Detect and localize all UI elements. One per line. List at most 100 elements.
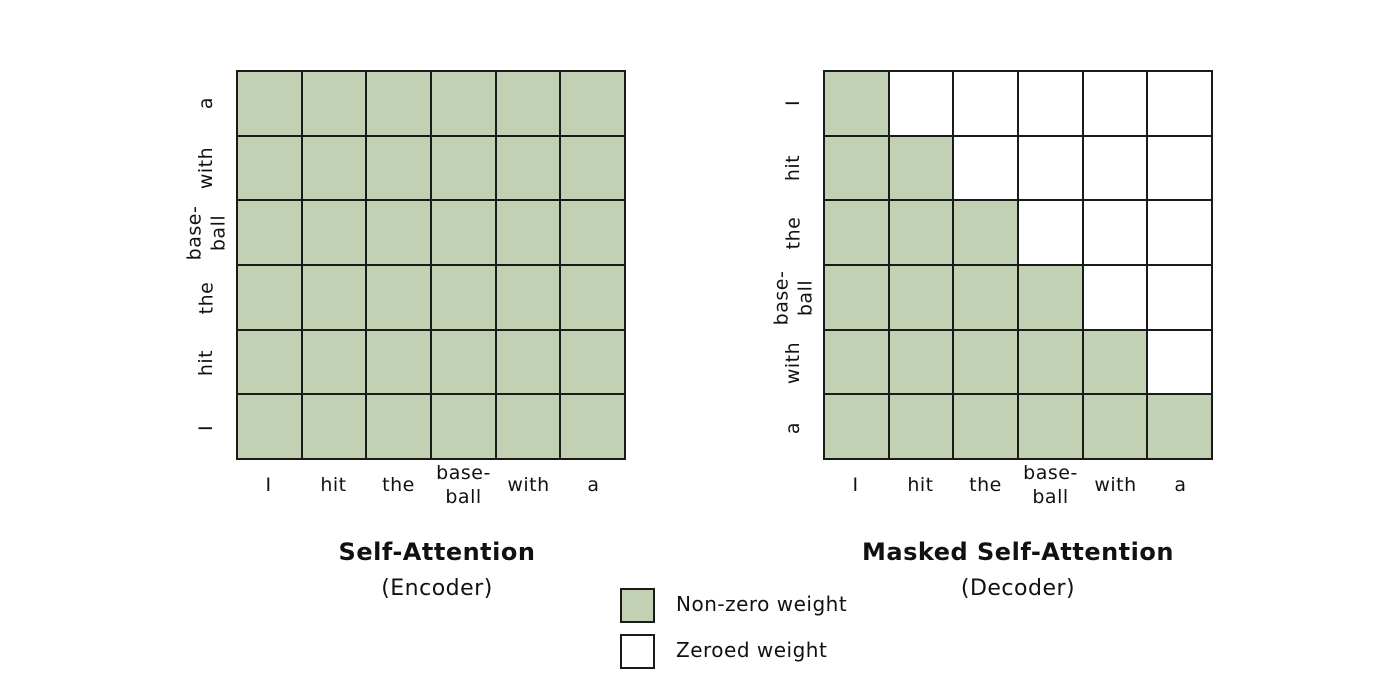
legend-zeroed-swatch bbox=[620, 634, 655, 669]
encoder-x-label: with bbox=[507, 474, 550, 496]
decoder-cell-r5-c4 bbox=[1018, 330, 1084, 396]
decoder-x-label: base-ball bbox=[1023, 462, 1078, 508]
encoder-y-label-slot: with bbox=[176, 135, 236, 200]
encoder-y-label: a bbox=[195, 96, 217, 109]
encoder-cell-r3-c1 bbox=[238, 201, 303, 266]
legend-nonzero-label: Non-zero weight bbox=[676, 592, 848, 616]
encoder-attention-matrix bbox=[236, 70, 626, 460]
encoder-y-label-slot: the bbox=[176, 265, 236, 330]
decoder-cell-r3-c5 bbox=[1083, 201, 1149, 266]
decoder-y-label: base-ball bbox=[770, 270, 816, 325]
encoder-cell-r1-c5 bbox=[496, 72, 562, 137]
decoder-x-label: the bbox=[969, 474, 1002, 496]
decoder-cell-r6-c2 bbox=[889, 395, 955, 460]
encoder-cell-r5-c4 bbox=[431, 330, 497, 396]
encoder-cell-r4-c3 bbox=[367, 265, 432, 331]
decoder-cell-r1-c2 bbox=[889, 72, 955, 137]
decoder-cell-r1-c5 bbox=[1083, 72, 1149, 137]
decoder-y-label-slot: with bbox=[763, 330, 823, 395]
decoder-cell-r1-c4 bbox=[1018, 72, 1084, 137]
decoder-cell-r2-c3 bbox=[954, 136, 1019, 202]
decoder-cell-r4-c4 bbox=[1018, 265, 1084, 331]
encoder-y-label: the bbox=[195, 281, 217, 314]
decoder-y-label-slot: the bbox=[763, 200, 823, 265]
encoder-cell-r4-c1 bbox=[238, 265, 303, 331]
encoder-cell-r4-c4 bbox=[431, 265, 497, 331]
encoder-x-label: hit bbox=[320, 474, 347, 496]
decoder-cell-r5-c2 bbox=[889, 330, 955, 396]
encoder-cell-r4-c6 bbox=[561, 265, 626, 331]
encoder-cell-r4-c2 bbox=[302, 265, 368, 331]
legend-nonzero-swatch bbox=[620, 588, 655, 623]
encoder-cell-r3-c2 bbox=[302, 201, 368, 266]
decoder-cell-r4-c1 bbox=[825, 265, 890, 331]
encoder-x-label: base-ball bbox=[436, 462, 491, 508]
decoder-x-label: I bbox=[852, 474, 859, 496]
encoder-cell-r5-c6 bbox=[561, 330, 626, 396]
encoder-cell-r1-c3 bbox=[367, 72, 432, 137]
decoder-cell-r5-c5 bbox=[1083, 330, 1149, 396]
encoder-cell-r1-c6 bbox=[561, 72, 626, 137]
encoder-cell-r6-c1 bbox=[238, 395, 303, 460]
encoder-cell-r2-c4 bbox=[431, 136, 497, 202]
encoder-title: Self-Attention bbox=[338, 538, 536, 566]
encoder-y-label: with bbox=[195, 146, 217, 189]
decoder-cell-r1-c3 bbox=[954, 72, 1019, 137]
decoder-cell-r2-c6 bbox=[1148, 136, 1213, 202]
encoder-y-label: I bbox=[194, 424, 217, 431]
encoder-x-label: the bbox=[382, 474, 415, 496]
encoder-cell-r5-c3 bbox=[367, 330, 432, 396]
decoder-y-label: hit bbox=[782, 154, 804, 181]
encoder-y-label-slot: a bbox=[176, 70, 236, 135]
decoder-cell-r1-c6 bbox=[1148, 72, 1213, 137]
decoder-y-label: a bbox=[782, 421, 804, 434]
encoder-cell-r3-c5 bbox=[496, 201, 562, 266]
decoder-cell-r6-c1 bbox=[825, 395, 890, 460]
encoder-subtitle: (Encoder) bbox=[381, 576, 493, 601]
encoder-cell-r5-c2 bbox=[302, 330, 368, 396]
decoder-cell-r6-c3 bbox=[954, 395, 1019, 460]
decoder-cell-r6-c6 bbox=[1148, 395, 1213, 460]
decoder-cell-r6-c4 bbox=[1018, 395, 1084, 460]
encoder-cell-r1-c1 bbox=[238, 72, 303, 137]
encoder-x-label: I bbox=[265, 474, 272, 496]
encoder-cell-r5-c5 bbox=[496, 330, 562, 396]
decoder-cell-r4-c3 bbox=[954, 265, 1019, 331]
decoder-y-label-slot: base-ball bbox=[763, 265, 823, 330]
decoder-subtitle: (Decoder) bbox=[960, 576, 1076, 601]
decoder-y-label: with bbox=[782, 341, 804, 384]
decoder-cell-r2-c2 bbox=[889, 136, 955, 202]
decoder-cell-r3-c4 bbox=[1018, 201, 1084, 266]
encoder-cell-r3-c4 bbox=[431, 201, 497, 266]
decoder-cell-r3-c3 bbox=[954, 201, 1019, 266]
encoder-y-label-slot: I bbox=[176, 395, 236, 460]
encoder-cell-r3-c3 bbox=[367, 201, 432, 266]
encoder-y-label-slot: hit bbox=[176, 330, 236, 395]
decoder-attention-matrix bbox=[823, 70, 1213, 460]
encoder-y-axis-labels: a with base-ball the hit I bbox=[176, 70, 236, 460]
decoder-cell-r3-c1 bbox=[825, 201, 890, 266]
decoder-y-label-slot: I bbox=[763, 70, 823, 135]
decoder-y-label-slot: a bbox=[763, 395, 823, 460]
encoder-cell-r2-c1 bbox=[238, 136, 303, 202]
decoder-cell-r2-c5 bbox=[1083, 136, 1149, 202]
encoder-cell-r5-c1 bbox=[238, 330, 303, 396]
decoder-cell-r5-c1 bbox=[825, 330, 890, 396]
decoder-cell-r2-c1 bbox=[825, 136, 890, 202]
encoder-cell-r6-c2 bbox=[302, 395, 368, 460]
decoder-cell-r3-c2 bbox=[889, 201, 955, 266]
encoder-cell-r6-c4 bbox=[431, 395, 497, 460]
encoder-cell-r2-c3 bbox=[367, 136, 432, 202]
decoder-x-label: hit bbox=[907, 474, 934, 496]
decoder-cell-r2-c4 bbox=[1018, 136, 1084, 202]
encoder-y-label: base-ball bbox=[183, 205, 229, 260]
encoder-cell-r3-c6 bbox=[561, 201, 626, 266]
legend-zeroed-label: Zeroed weight bbox=[676, 638, 828, 662]
encoder-cell-r6-c5 bbox=[496, 395, 562, 460]
decoder-x-label: a bbox=[1174, 474, 1187, 496]
decoder-cell-r6-c5 bbox=[1083, 395, 1149, 460]
encoder-x-label: a bbox=[587, 474, 600, 496]
encoder-cell-r2-c6 bbox=[561, 136, 626, 202]
